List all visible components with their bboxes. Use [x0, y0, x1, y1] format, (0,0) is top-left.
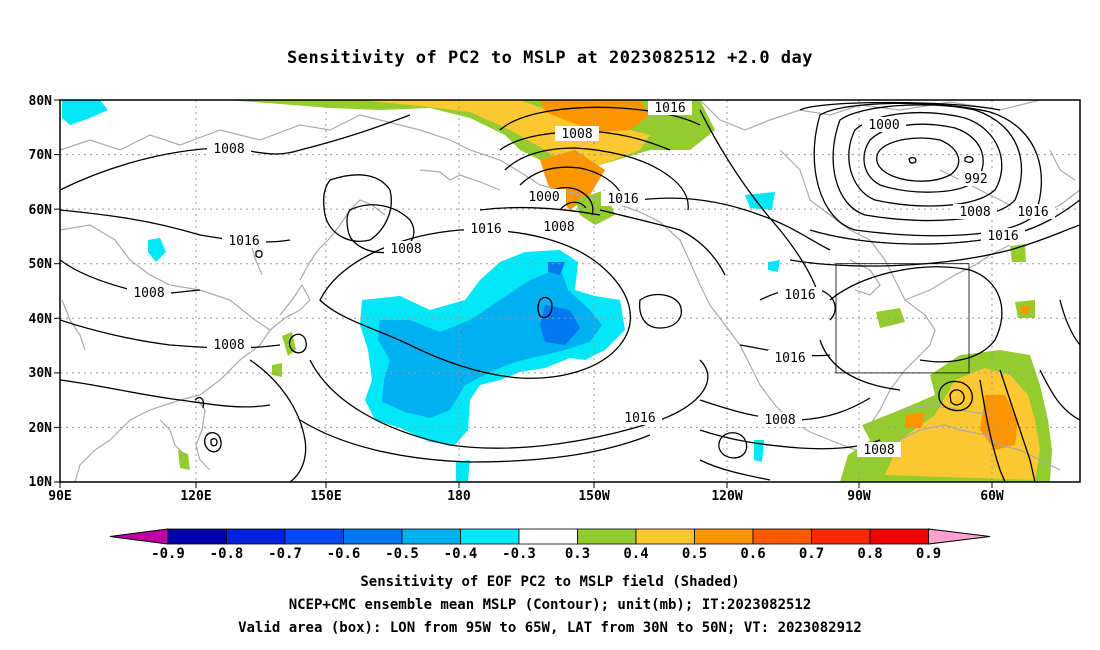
colorbar-tick-label: -0.3 — [502, 546, 536, 562]
colorbar-tick-label: -0.7 — [268, 546, 302, 562]
shade-positive-blob-4 — [876, 308, 905, 328]
shade-negative-blob-6 — [456, 460, 470, 482]
contour-label: 1008 — [213, 338, 244, 353]
caption-line-2: NCEP+CMC ensemble mean MSLP (Contour); u… — [288, 597, 812, 613]
colorbar-swatch — [635, 528, 695, 545]
contour-label: 992 — [964, 172, 987, 187]
valid-area-box — [835, 263, 970, 374]
shade-positive-blob-5 — [1010, 244, 1026, 262]
contour-label: 1016 — [1017, 205, 1048, 220]
shade-positive-atlantic-orange-2 — [905, 412, 925, 428]
lat-label-30n: 30N — [29, 366, 53, 381]
contour-label: 1008 — [213, 142, 244, 157]
caption-line-1: Sensitivity of EOF PC2 to MSLP field (Sh… — [360, 574, 740, 590]
contour-label: 1008 — [764, 413, 795, 428]
colorbar-tick-label: 0.6 — [740, 546, 765, 562]
colorbar-swatch — [811, 528, 871, 545]
lon-label-90e: 90E — [48, 489, 71, 504]
lon-label-120w: 120W — [711, 489, 742, 504]
contour-labels: 1016 1008 1008 1000 1016 1008 1000 992 1… — [127, 100, 1055, 458]
lat-axis: 80N 70N 60N 50N 40N 30N 20N 10N — [29, 94, 60, 490]
shade-negative-pacific-core-2 — [548, 262, 565, 275]
contour-label: 1016 — [624, 411, 655, 426]
lon-label-150e: 150E — [310, 489, 341, 504]
shade-negative-blob-2 — [148, 238, 166, 262]
lon-label-90w: 90W — [847, 489, 871, 504]
contour-label: 1016 — [470, 222, 501, 237]
colorbar: -0.9 -0.8 -0.7 -0.6 -0.5 -0.4 -0.3 0.3 0.4 0.5 0.6… — [109, 528, 991, 562]
shade-negative-blob-4 — [768, 260, 780, 272]
graticule — [60, 100, 1080, 482]
colorbar-swatch — [401, 528, 461, 545]
contour-label: 1000 — [528, 190, 559, 205]
map-frame — [59, 99, 1081, 483]
colorbar-swatch — [226, 528, 286, 545]
colorbar-swatch — [284, 528, 344, 545]
colorbar-tick-label: 0.3 — [565, 546, 590, 562]
caption-line-3: Valid area (box): LON from 95W to 65W, L… — [238, 620, 862, 636]
colorbar-swatch — [167, 528, 227, 545]
sensitivity-shading — [62, 100, 1052, 482]
colorbar-swatch — [752, 528, 812, 545]
colorbar-tick-label: -0.4 — [444, 546, 478, 562]
lat-label-40n: 40N — [29, 312, 53, 327]
shade-negative-blob-5 — [754, 440, 764, 462]
contour-label: 1000 — [868, 118, 899, 133]
lat-label-80n: 80N — [29, 94, 53, 109]
contour-label: 1016 — [607, 192, 638, 207]
colorbar-swatch — [694, 528, 754, 545]
contour-label: 1008 — [133, 286, 164, 301]
lat-label-60n: 60N — [29, 203, 53, 218]
colorbar-swatch — [869, 528, 929, 545]
colorbar-arrow-high — [928, 528, 991, 545]
contour-label: 1008 — [959, 205, 990, 220]
shade-positive-atlantic-orange — [980, 395, 1018, 450]
lon-label-120e: 120E — [180, 489, 211, 504]
colorbar-swatch — [577, 528, 637, 545]
lon-label-180: 180 — [447, 489, 471, 504]
lon-label-60w: 60W — [980, 489, 1004, 504]
lat-label-20n: 20N — [29, 421, 53, 436]
contour-label: 1008 — [561, 127, 592, 142]
colorbar-arrow-low — [109, 528, 169, 545]
colorbar-tick-label: 0.7 — [799, 546, 824, 562]
colorbar-swatch — [518, 528, 578, 545]
contour-label: 1008 — [863, 443, 894, 458]
colorbar-tick-label: 0.8 — [857, 546, 882, 562]
contour-label: 1008 — [543, 220, 574, 235]
contour-label: 1016 — [784, 288, 815, 303]
colorbar-tick-label: 0.4 — [623, 546, 648, 562]
map-title: Sensitivity of PC2 to MSLP at 2023082512… — [286, 48, 813, 68]
lon-axis: 90E 120E 150E 180 150W 120W 90W 60W — [48, 482, 1004, 504]
colorbar-swatch — [343, 528, 403, 545]
lat-label-70n: 70N — [29, 148, 53, 163]
contour-label: 1016 — [774, 351, 805, 366]
lat-label-50n: 50N — [29, 257, 53, 272]
contour-label: 1016 — [987, 229, 1018, 244]
colorbar-tick-label: -0.8 — [210, 546, 244, 562]
shade-negative-blob-1 — [62, 100, 108, 125]
shade-positive-blob-3 — [178, 450, 190, 470]
colorbar-tick-label: -0.9 — [151, 546, 185, 562]
contour-label: 1016 — [228, 234, 259, 249]
colorbar-tick-label: -0.5 — [385, 546, 419, 562]
colorbar-swatch — [460, 528, 520, 545]
colorbar-tick-label: -0.6 — [327, 546, 361, 562]
contour-label: 1016 — [654, 101, 685, 116]
shade-positive-blob-6-core — [1020, 306, 1030, 314]
shade-positive-blob-2 — [272, 363, 282, 377]
lat-label-10n: 10N — [29, 475, 53, 490]
shade-negative-blob-3 — [745, 192, 775, 210]
colorbar-tick-label: 0.5 — [682, 546, 707, 562]
colorbar-tick-label: 0.9 — [916, 546, 941, 562]
lon-label-150w: 150W — [578, 489, 609, 504]
contour-label: 1008 — [390, 242, 421, 257]
